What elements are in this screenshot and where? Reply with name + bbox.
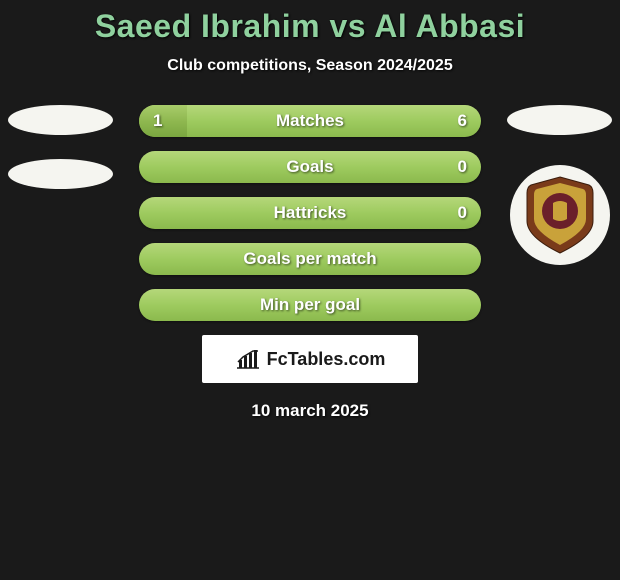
stat-right-value: 0 [458,151,467,183]
stat-label: Hattricks [139,197,481,229]
left-avatars [8,105,113,213]
stat-right-value: 0 [458,197,467,229]
page-title: Saeed Ibrahim vs Al Abbasi [0,8,620,45]
stat-bar: Goals per match [139,243,481,275]
shield-icon [523,175,597,255]
stat-bar: Hattricks 0 [139,197,481,229]
avatar-placeholder [8,159,113,189]
club-badge [510,165,610,265]
subtitle: Club competitions, Season 2024/2025 [0,57,620,75]
stats-area: 1 Matches 6 Goals 0 Hattricks 0 Goals pe… [0,105,620,421]
stat-bar: Goals 0 [139,151,481,183]
right-avatars [507,105,612,159]
chart-icon [235,348,261,370]
infographic-root: Saeed Ibrahim vs Al Abbasi Club competit… [0,0,620,421]
stat-right-value: 6 [458,105,467,137]
date-label: 10 march 2025 [0,401,620,421]
avatar-placeholder [8,105,113,135]
stat-bar: 1 Matches 6 [139,105,481,137]
stat-label: Matches [139,105,481,137]
avatar-placeholder [507,105,612,135]
brand-box: FcTables.com [202,335,418,383]
stat-bars: 1 Matches 6 Goals 0 Hattricks 0 Goals pe… [139,105,481,321]
stat-bar: Min per goal [139,289,481,321]
stat-label: Goals [139,151,481,183]
stat-label: Goals per match [139,243,481,275]
brand-label: FcTables.com [267,349,386,370]
stat-label: Min per goal [139,289,481,321]
